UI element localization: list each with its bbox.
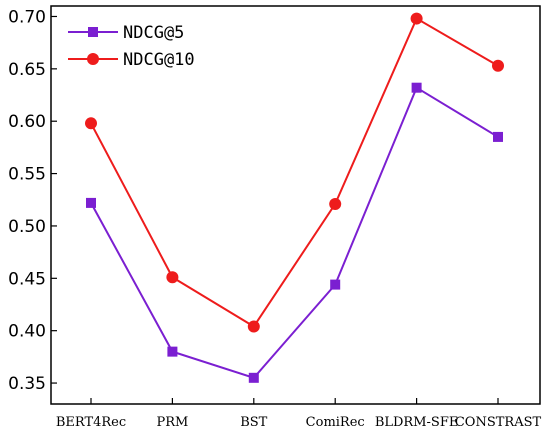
legend-marker bbox=[87, 53, 99, 65]
y-tick-label: 0.50 bbox=[8, 217, 46, 237]
legend: NDCG@5 NDCG@10 bbox=[68, 23, 195, 70]
series-0 bbox=[86, 82, 503, 383]
x-tick-label: PRM bbox=[156, 415, 188, 430]
y-tick-label: 0.55 bbox=[8, 165, 46, 185]
data-point bbox=[248, 372, 259, 383]
legend-item: NDCG@5 bbox=[68, 23, 184, 43]
legend-label: NDCG@10 bbox=[123, 50, 195, 70]
plot-frame bbox=[50, 5, 541, 405]
y-axis: 0.35 0.40 0.45 0.50 0.55 0.60 0.65 0.70 bbox=[8, 7, 57, 394]
data-point bbox=[166, 271, 179, 284]
y-tick-label: 0.40 bbox=[8, 322, 46, 342]
data-point bbox=[85, 117, 97, 130]
data-point bbox=[247, 320, 260, 333]
y-tick-label: 0.65 bbox=[8, 60, 46, 80]
x-tick-label: BERT4Rec bbox=[56, 415, 126, 430]
y-tick-label: 0.45 bbox=[8, 269, 46, 289]
series-1 bbox=[85, 12, 504, 333]
y-tick-label: 0.60 bbox=[8, 112, 46, 132]
data-point bbox=[411, 82, 422, 93]
data-point bbox=[86, 197, 96, 208]
legend-label: NDCG@5 bbox=[123, 23, 184, 43]
data-point bbox=[493, 131, 503, 142]
x-tick-label: ComiRec bbox=[306, 415, 365, 430]
series-line bbox=[90, 17, 499, 328]
data-point bbox=[410, 12, 423, 25]
data-point bbox=[329, 197, 342, 210]
series-layer bbox=[85, 12, 504, 383]
data-point bbox=[492, 59, 504, 72]
data-point bbox=[330, 279, 341, 290]
legend-item: NDCG@10 bbox=[68, 50, 195, 70]
x-tick-label: BLDRM-SFE bbox=[375, 415, 459, 430]
x-tick-label: CONSTRAST bbox=[455, 415, 542, 430]
y-tick-label: 0.70 bbox=[8, 7, 46, 27]
y-tick-label: 0.35 bbox=[8, 374, 46, 394]
x-tick-label: BST bbox=[240, 415, 267, 430]
series-line bbox=[90, 86, 499, 379]
legend-marker bbox=[88, 27, 98, 37]
data-point bbox=[167, 346, 178, 357]
